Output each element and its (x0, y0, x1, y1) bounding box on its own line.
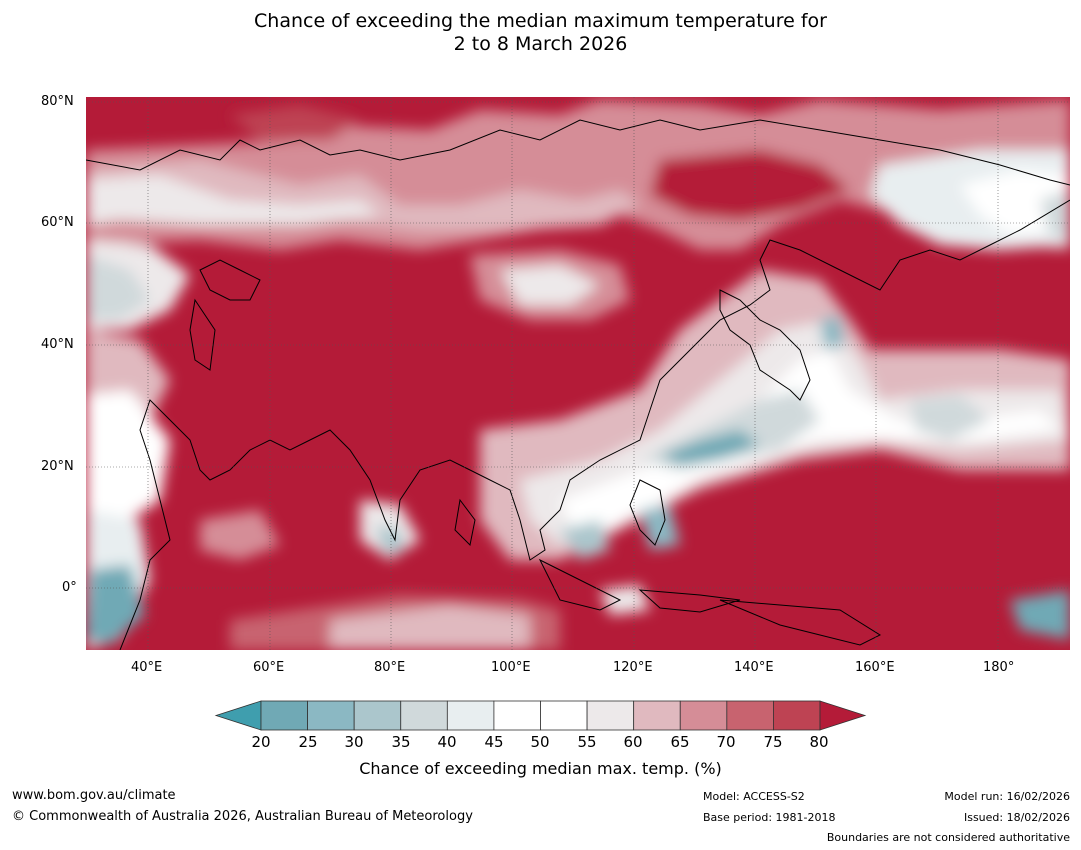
colorbar-swatch (540, 700, 588, 731)
coastlines (86, 119, 1070, 650)
colorbar-tick: 75 (763, 733, 783, 751)
colorbar-high-extend (819, 700, 867, 731)
footer-copyright: © Commonwealth of Australia 2026, Austra… (12, 809, 473, 824)
footer-disclaimer: Boundaries are not considered authoritat… (826, 831, 1070, 844)
colorbar (214, 700, 867, 731)
colorbar-swatch (633, 700, 681, 731)
colorbar-swatch (400, 700, 448, 731)
colorbar-tick: 80 (809, 733, 829, 751)
footer-issued: Issued: 18/02/2026 (963, 811, 1070, 824)
footer-base-period: Base period: 1981-2018 (703, 811, 836, 824)
colorbar-swatch (773, 700, 821, 731)
colorbar-swatch (679, 700, 728, 731)
footer-model-run: Model run: 16/02/2026 (944, 790, 1070, 803)
lat-label-40n: 40°N (41, 337, 74, 352)
colorbar-title: Chance of exceeding median max. temp. (%… (359, 759, 722, 778)
colorbar-swatch (726, 700, 774, 731)
colorbar-swatch (493, 700, 541, 731)
lon-label-120e: 120°E (613, 660, 653, 675)
colorbar-tick: 25 (298, 733, 318, 751)
footer-model: Model: ACCESS-S2 (703, 790, 805, 803)
colorbar-tick: 40 (437, 733, 457, 751)
colorbar-swatch (260, 700, 308, 731)
map-subtitle: 2 to 8 March 2026 (453, 33, 628, 55)
colorbar-tick: 35 (391, 733, 411, 751)
colorbar-tick: 70 (716, 733, 736, 751)
colorbar-swatch (586, 700, 635, 731)
lon-label-60e: 60°E (253, 660, 285, 675)
colorbar-tick: 65 (670, 733, 690, 751)
colorbar-tick: 20 (251, 733, 271, 751)
colorbar-swatch (307, 700, 355, 731)
colorbar-tick: 55 (577, 733, 597, 751)
lon-label-40e: 40°E (131, 660, 163, 675)
lon-label-140e: 140°E (734, 660, 774, 675)
map-title: Chance of exceeding the median maximum t… (254, 10, 827, 32)
colorbar-tick: 30 (344, 733, 364, 751)
graticule (86, 97, 1070, 650)
probability-field (86, 97, 1070, 650)
colorbar-tick: 60 (623, 733, 643, 751)
footer-url: www.bom.gov.au/climate (12, 788, 176, 803)
lat-label-60n: 60°N (41, 215, 74, 230)
colorbar-swatch (446, 700, 495, 731)
colorbar-tick: 45 (484, 733, 504, 751)
lat-label-0: 0° (62, 580, 77, 595)
lon-label-80e: 80°E (374, 660, 406, 675)
lon-label-180: 180° (983, 660, 1015, 675)
lat-label-80n: 80°N (41, 94, 74, 109)
lat-label-20n: 20°N (41, 459, 74, 474)
colorbar-tick: 50 (530, 733, 550, 751)
colorbar-swatch (353, 700, 402, 731)
colorbar-low-extend (214, 700, 262, 731)
lon-label-100e: 100°E (491, 660, 531, 675)
lon-label-160e: 160°E (855, 660, 895, 675)
